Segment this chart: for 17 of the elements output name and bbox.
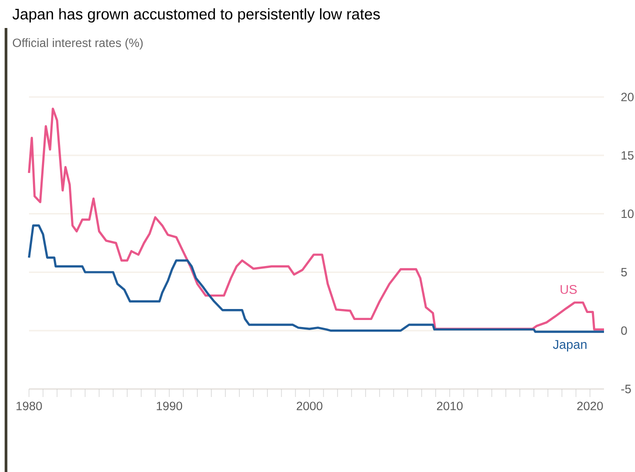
y-tick-label: 0 [621,326,627,335]
x-tick-label: 2020 [577,402,603,410]
x-tick-label: 2000 [296,402,322,410]
y-tick-label: 15 [622,151,634,160]
series-label: US [560,284,577,294]
x-tick-label: 2010 [436,402,463,410]
line-series [28,224,606,333]
chart-title: Japan has grown accustomed to persistently low rates [12,8,380,23]
y-tick-label: -5 [621,384,631,394]
y-tick-label: 20 [621,92,634,102]
chart-subtitle: Official interest rates (%) [12,38,143,50]
x-tick-label: 1990 [156,402,182,410]
y-tick-label: 10 [622,210,634,218]
series-label: Japan [552,340,586,352]
x-tick-label: 1980 [16,402,42,410]
line-series [28,108,606,331]
y-tick-label: 5 [621,268,627,276]
